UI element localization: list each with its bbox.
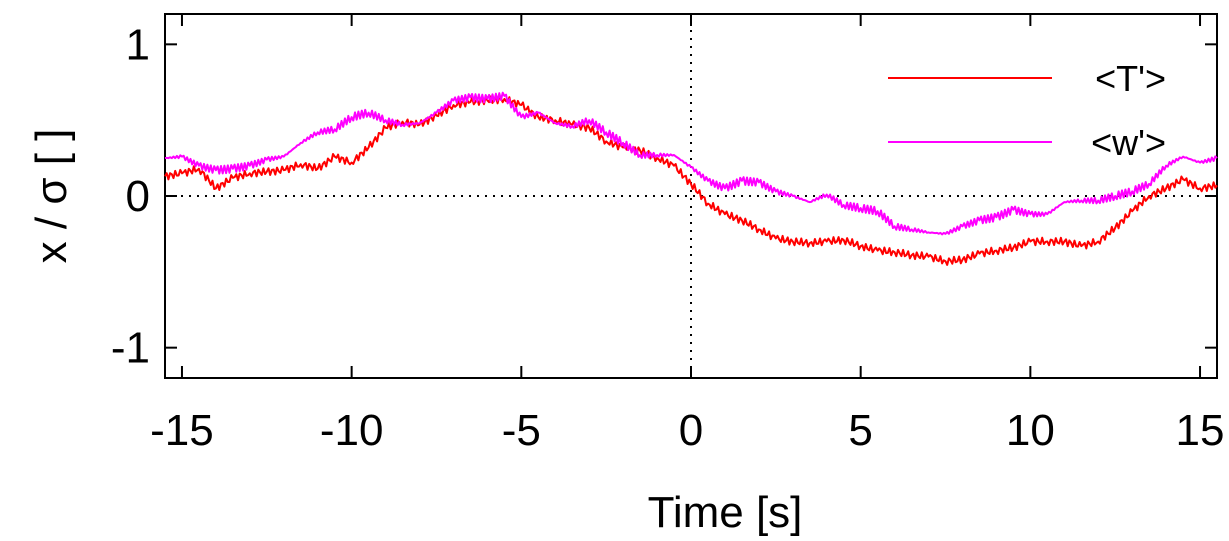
series-lines xyxy=(164,91,1218,266)
x-tick-label: 10 xyxy=(1006,406,1055,455)
x-tick-label: 0 xyxy=(679,406,703,455)
x-axis-title: Time [s] xyxy=(648,488,803,537)
x-tick-label: 5 xyxy=(848,406,872,455)
plot-area-frame xyxy=(164,13,1218,379)
y-axis-ticks: -1 0 1 xyxy=(111,20,1217,373)
y-axis-title: x / σ [ ] xyxy=(27,129,76,264)
x-tick-label: -10 xyxy=(320,406,384,455)
y-tick-label: 0 xyxy=(126,172,150,221)
x-tick-label: 15 xyxy=(1176,406,1225,455)
series-line-0 xyxy=(164,95,1218,266)
y-tick-label: 1 xyxy=(126,20,150,69)
series-line-1 xyxy=(164,91,1218,236)
x-tick-label: -15 xyxy=(150,406,214,455)
legend-label-1: <w'> xyxy=(1091,122,1166,163)
y-tick-label: -1 xyxy=(111,324,150,373)
x-axis-ticks: -15 -10 -5 0 5 10 15 xyxy=(150,14,1225,455)
legend-label-0: <T'> xyxy=(1095,58,1166,99)
x-tick-label: -5 xyxy=(502,406,541,455)
legend: <T'> <w'> xyxy=(888,58,1166,163)
